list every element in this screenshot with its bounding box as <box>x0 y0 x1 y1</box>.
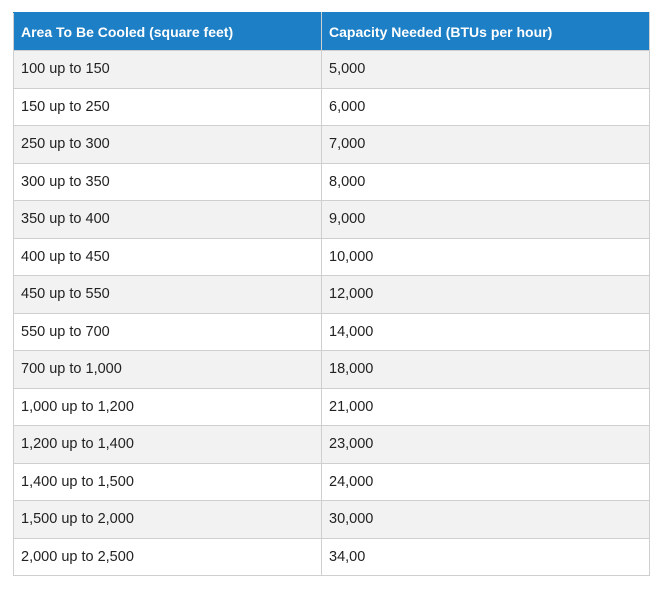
cell-capacity: 23,000 <box>321 425 650 464</box>
table-row: 150 up to 250 6,000 <box>13 87 650 126</box>
cell-capacity: 5,000 <box>321 50 650 89</box>
cell-capacity: 30,000 <box>321 500 650 539</box>
btu-table-container: Area To Be Cooled (square feet) Capacity… <box>13 12 650 576</box>
cell-area: 100 up to 150 <box>13 50 322 89</box>
cell-area: 400 up to 450 <box>13 237 322 276</box>
cell-capacity: 24,000 <box>321 462 650 501</box>
cell-area: 2,000 up to 2,500 <box>13 537 322 576</box>
header-area: Area To Be Cooled (square feet) <box>13 12 322 51</box>
cell-capacity: 10,000 <box>321 237 650 276</box>
header-row: Area To Be Cooled (square feet) Capacity… <box>13 12 650 51</box>
btu-capacity-table: Area To Be Cooled (square feet) Capacity… <box>13 12 650 576</box>
cell-area: 250 up to 300 <box>13 125 322 164</box>
table-row: 450 up to 550 12,000 <box>13 275 650 314</box>
cell-capacity: 12,000 <box>321 275 650 314</box>
cell-area: 1,200 up to 1,400 <box>13 425 322 464</box>
table-row: 700 up to 1,000 18,000 <box>13 350 650 389</box>
table-row: 2,000 up to 2,500 34,00 <box>13 537 650 576</box>
table-row: 100 up to 150 5,000 <box>13 50 650 89</box>
cell-capacity: 7,000 <box>321 125 650 164</box>
cell-capacity: 8,000 <box>321 162 650 201</box>
table-row: 400 up to 450 10,000 <box>13 237 650 276</box>
table-row: 350 up to 400 9,000 <box>13 200 650 239</box>
cell-area: 550 up to 700 <box>13 312 322 351</box>
table-row: 250 up to 300 7,000 <box>13 125 650 164</box>
table-row: 1,000 up to 1,200 21,000 <box>13 387 650 426</box>
cell-area: 700 up to 1,000 <box>13 350 322 389</box>
cell-area: 150 up to 250 <box>13 87 322 126</box>
table-row: 550 up to 700 14,000 <box>13 312 650 351</box>
cell-capacity: 14,000 <box>321 312 650 351</box>
table-row: 1,400 up to 1,500 24,000 <box>13 462 650 501</box>
table-row: 300 up to 350 8,000 <box>13 162 650 201</box>
cell-capacity: 6,000 <box>321 87 650 126</box>
table-row: 1,500 up to 2,000 30,000 <box>13 500 650 539</box>
table-body: 100 up to 150 5,000 150 up to 250 6,000 … <box>13 50 650 576</box>
cell-area: 1,500 up to 2,000 <box>13 500 322 539</box>
cell-area: 1,000 up to 1,200 <box>13 387 322 426</box>
cell-capacity: 21,000 <box>321 387 650 426</box>
cell-capacity: 18,000 <box>321 350 650 389</box>
cell-area: 450 up to 550 <box>13 275 322 314</box>
cell-area: 350 up to 400 <box>13 200 322 239</box>
table-header: Area To Be Cooled (square feet) Capacity… <box>13 12 650 51</box>
table-row: 1,200 up to 1,400 23,000 <box>13 425 650 464</box>
cell-area: 1,400 up to 1,500 <box>13 462 322 501</box>
cell-area: 300 up to 350 <box>13 162 322 201</box>
cell-capacity: 34,00 <box>321 537 650 576</box>
header-capacity: Capacity Needed (BTUs per hour) <box>321 12 650 51</box>
cell-capacity: 9,000 <box>321 200 650 239</box>
